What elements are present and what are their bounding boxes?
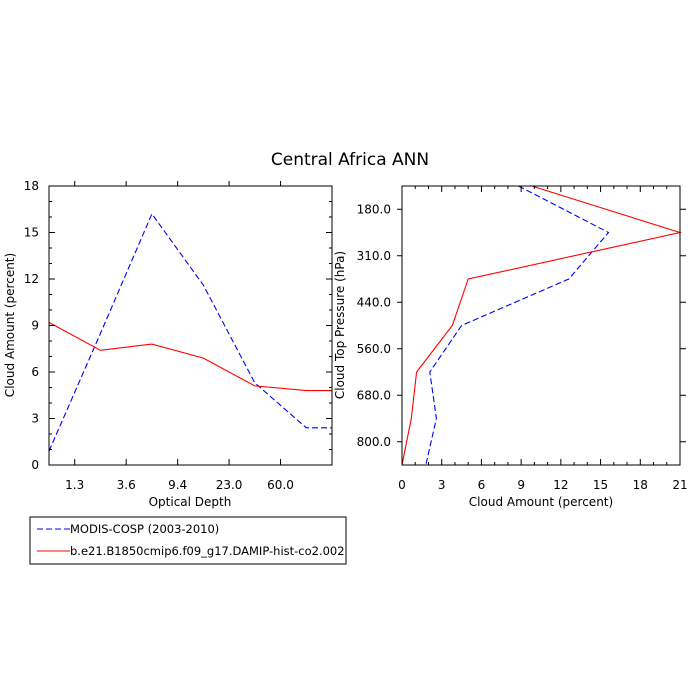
left-x-tick-label-1: 3.6 — [117, 478, 136, 492]
left-x-axis-label: Optical Depth — [149, 495, 232, 509]
right-y-tick-label-4: 680.0 — [357, 388, 391, 402]
left-y-axis-label: Cloud Amount (percent) — [3, 253, 17, 397]
right-series-modis-cosp-2003-2010 — [425, 185, 610, 466]
legend-label-modis: MODIS-COSP (2003-2010) — [70, 522, 219, 536]
left-y-tick-label-6: 18 — [24, 179, 39, 193]
left-y-tick-label-5: 15 — [24, 226, 39, 240]
right-y-tick-label-0: 180.0 — [357, 202, 391, 216]
left-y-tick-label-2: 6 — [31, 365, 39, 379]
right-y-tick-label-1: 310.0 — [357, 249, 391, 263]
right-x-tick-label-5: 15 — [593, 478, 608, 492]
right-y-tick-label-3: 560.0 — [357, 342, 391, 356]
right-y-tick-label-2: 440.0 — [357, 295, 391, 309]
pressure-panel: 0 3 6 9 12 15 18 21 180.0 310.0 440.0 560.0 680.0 800… — [333, 185, 688, 509]
legend-label-model: b.e21.B1850cmip6.f09_g17.DAMIP-hist-co2.… — [70, 544, 345, 558]
left-x-tick-label-2: 9.4 — [168, 478, 187, 492]
left-x-tick-label-0: 1.3 — [65, 478, 84, 492]
left-series-b-e21-b1850cmip6-f09-g17-damip-hist-co2-002 — [48, 321, 332, 392]
left-y-tick-label-0: 0 — [31, 458, 39, 472]
right-x-tick-label-2: 6 — [478, 478, 486, 492]
left-y-tick-label-1: 3 — [31, 412, 39, 426]
right-x-tick-label-4: 12 — [553, 478, 568, 492]
right-x-tick-label-0: 0 — [398, 478, 406, 492]
optical-depth-panel: 0 3 6 9 12 15 18 1.3 3.6 9.4 23.0 60.0 Optical Dept… — [3, 179, 333, 509]
right-plot-frame — [401, 185, 681, 466]
left-series-modis-cosp-2003-2010 — [48, 212, 332, 452]
left-y-tick-label-3: 9 — [31, 319, 39, 333]
right-x-tick-label-6: 18 — [633, 478, 648, 492]
left-x-tick-label-4: 60.0 — [267, 478, 294, 492]
figure-title: Central Africa ANN — [271, 150, 429, 170]
left-x-tick-label-3: 23.0 — [216, 478, 243, 492]
legend-box — [29, 516, 347, 565]
right-y-tick-label-5: 800.0 — [357, 435, 391, 449]
right-x-tick-label-7: 21 — [672, 478, 687, 492]
right-y-axis-label: Cloud Top Pressure (hPa) — [333, 251, 347, 399]
right-x-tick-label-1: 3 — [438, 478, 446, 492]
right-x-axis-label: Cloud Amount (percent) — [469, 495, 613, 509]
left-y-tick-label-4: 12 — [24, 272, 39, 286]
legend: MODIS-COSP (2003-2010) b.e21.B1850cmip6.… — [29, 516, 347, 565]
right-x-tick-label-3: 9 — [517, 478, 525, 492]
